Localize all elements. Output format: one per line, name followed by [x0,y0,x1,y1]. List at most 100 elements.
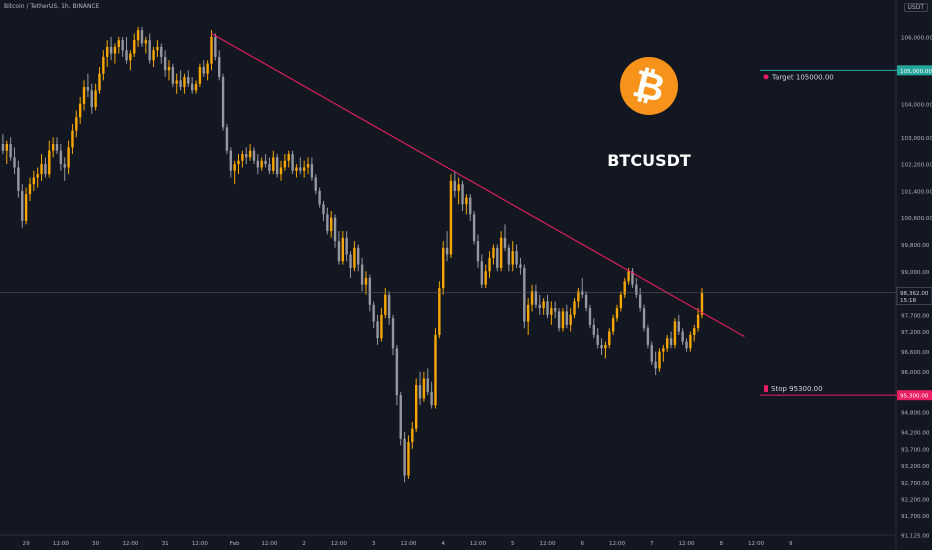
candle-body [318,190,321,205]
candle-body [221,77,225,128]
y-tick-label: 91,700.00 [901,514,930,520]
candle-body [411,428,414,443]
candle-body [430,391,433,406]
candle-body [681,331,684,342]
y-tick-label: 99,800.00 [901,243,930,249]
x-tick-label: 12:00 [192,541,209,547]
candle-body [94,90,97,108]
candle-body [619,294,623,309]
candle-body [573,301,576,315]
candle-body [21,190,24,222]
candle-body [453,180,456,191]
candle-body [534,291,538,305]
target-axis-badge [897,65,932,76]
candle-body [163,56,167,71]
candle-body [322,204,325,215]
candle-body [63,164,66,168]
y-tick-label: 101,400.00 [901,189,932,195]
candle-body [654,361,657,369]
candle-body [202,66,205,74]
candle-body [526,304,530,322]
x-tick-label: 12:00 [539,541,556,547]
candle-body [156,46,159,51]
candle-body [418,385,422,399]
candle-body [696,314,700,329]
candle-body [685,341,688,349]
target-axis-label: 105,000.00 [900,69,932,75]
candle-body [673,321,677,345]
candle-body [144,40,148,44]
candle-body [133,40,136,54]
candle-body [1,144,5,151]
candle-body [171,66,175,84]
candle-body [600,344,603,349]
candle-body [310,164,314,178]
candle-body [384,294,387,315]
candle-body [160,46,163,57]
candle-body [557,311,561,329]
candle-body [241,154,244,161]
candle-body [438,288,441,335]
candle-body [360,264,364,285]
candle-body [391,318,395,349]
stop-label: Stop 95300.00 [771,385,823,393]
candle-body [90,90,93,108]
candle-body [264,160,267,165]
y-tick-label: 96,600.00 [901,350,930,356]
candle-body [175,80,178,84]
x-tick-label: 7 [650,541,654,547]
candle-body [272,157,275,171]
candle-body [59,150,63,165]
candle-body [642,308,646,329]
candle-body [677,321,680,332]
x-tick-label: 12:00 [400,541,417,547]
candle-body [152,50,155,61]
candle-body [291,154,294,171]
candle-body [194,83,198,91]
candle-body [75,117,78,131]
candle-body [519,264,522,268]
candle-body [565,311,568,325]
candle-body [55,144,59,151]
x-tick-label: 12:00 [470,541,487,547]
stop-icon [764,385,768,393]
candle-body [198,66,202,84]
candle-body [577,291,580,302]
candle-body [357,247,360,265]
candle-body [608,331,611,345]
stop-axis-label: 95,300.00 [900,394,929,400]
x-tick-label: 12:00 [53,541,70,547]
countdown-label: 15:18 [900,298,917,304]
candle-body [229,150,232,171]
currency-label[interactable]: USDT [903,3,928,12]
x-tick-label: 12:00 [261,541,278,547]
candle-body [106,46,109,57]
candle-body [44,164,47,175]
candle-body [689,334,692,349]
candle-body [353,247,356,268]
candle-body [279,167,283,175]
candle-body [426,378,429,392]
y-tick-label: 106,000.00 [901,35,932,41]
candle-body [658,351,661,369]
candle-body [299,167,302,171]
candle-body [256,160,260,168]
candle-body [496,247,499,268]
bitcoin-logo-icon [620,57,678,115]
last-price-label: 98,362.00 [900,291,929,297]
candle-body [638,294,642,309]
candle-body [268,164,271,171]
candle-body [113,46,117,54]
x-tick-label: 31 [162,541,170,547]
candle-body [260,160,263,168]
candle-body [252,150,256,161]
candle-body [523,267,526,322]
candle-body [117,40,120,47]
candle-body [245,154,248,158]
x-tick-label: 12:00 [331,541,348,547]
candle-body [395,348,399,396]
candle-body [650,344,653,362]
candle-body [669,338,673,345]
y-tick-label: 99,000.00 [901,270,930,276]
